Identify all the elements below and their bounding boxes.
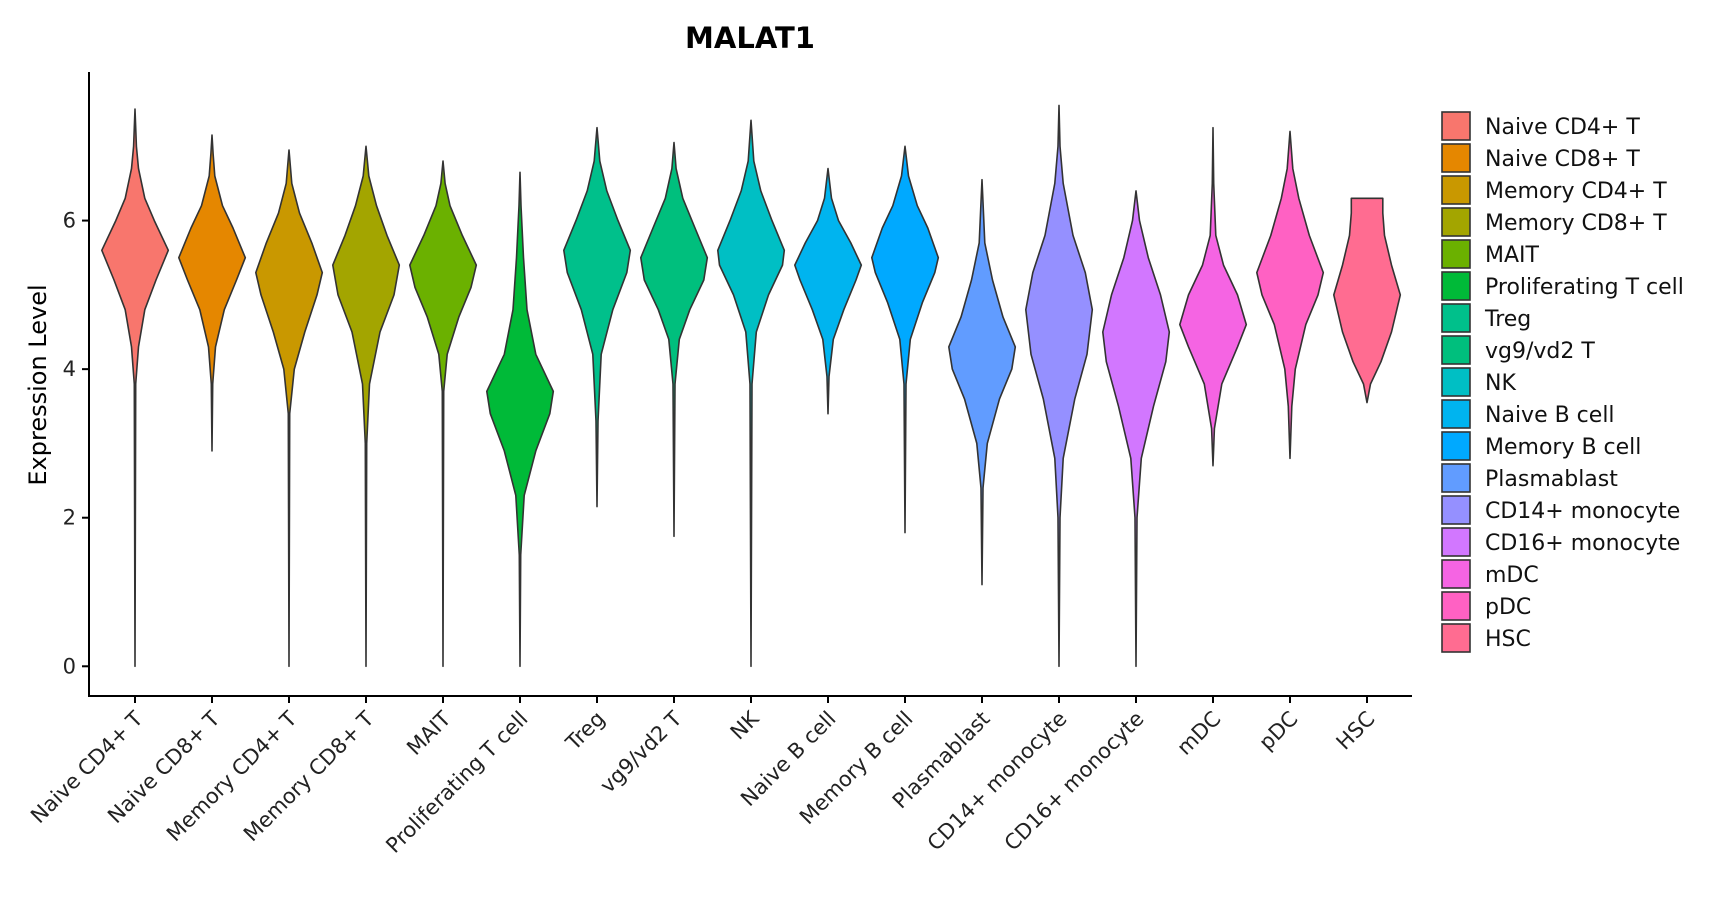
violin-nk bbox=[717, 119, 786, 668]
legend-key-treg bbox=[1441, 303, 1471, 333]
legend-label-cd16-monocyte: CD16+ monocyte bbox=[1485, 531, 1680, 556]
legend-label-mdc: mDC bbox=[1485, 563, 1539, 588]
legend-key-hsc bbox=[1441, 623, 1471, 653]
legend-label-naive-cd4-t: Naive CD4+ T bbox=[1485, 115, 1640, 140]
y-tick-label-2: 2 bbox=[63, 506, 76, 530]
legend-key-plasmablast bbox=[1441, 463, 1471, 493]
x-tick-label-vg9-vd2-t: vg9/vd2 T bbox=[595, 706, 686, 797]
legend-key-pdc bbox=[1441, 591, 1471, 621]
legend-label-proliferating-t-cell: Proliferating T cell bbox=[1485, 275, 1684, 300]
legend-key-naive-b-cell bbox=[1441, 399, 1471, 429]
legend-label-memory-cd4-t: Memory CD4+ T bbox=[1485, 179, 1667, 204]
y-tick-label-4: 4 bbox=[63, 357, 76, 381]
violin-mait bbox=[409, 160, 478, 668]
legend-key-vg9-vd2-t bbox=[1441, 335, 1471, 365]
legend-key-mait bbox=[1441, 239, 1471, 269]
x-tick-label-memory-cd4-t: Memory CD4+ T bbox=[162, 706, 302, 846]
violin-pdc bbox=[1256, 130, 1325, 460]
x-tick-label-pdc: pDC bbox=[1254, 707, 1302, 755]
violin-naive-b-cell bbox=[794, 167, 863, 415]
legend-label-memory-cd8-t: Memory CD8+ T bbox=[1485, 211, 1667, 236]
violins-group bbox=[101, 104, 1402, 668]
violin-treg bbox=[563, 126, 632, 508]
y-tick-label-0: 0 bbox=[63, 654, 76, 678]
legend-key-cd16-monocyte bbox=[1441, 527, 1471, 557]
x-tick-label-memory-cd8-t: Memory CD8+ T bbox=[239, 706, 379, 846]
legend-label-mait: MAIT bbox=[1485, 243, 1540, 268]
x-tick-label-cd14-monocyte: CD14+ monocyte bbox=[923, 707, 1072, 856]
legend-key-proliferating-t-cell bbox=[1441, 271, 1471, 301]
legend-label-hsc: HSC bbox=[1485, 627, 1531, 652]
legend-label-naive-b-cell: Naive B cell bbox=[1485, 403, 1615, 428]
x-tick-label-proliferating-t-cell: Proliferating T cell bbox=[381, 707, 532, 858]
legend-label-nk: NK bbox=[1485, 371, 1516, 396]
x-tick-label-treg: Treg bbox=[561, 707, 610, 756]
legend-key-nk bbox=[1441, 367, 1471, 397]
legend-label-vg9-vd2-t: vg9/vd2 T bbox=[1485, 339, 1595, 364]
violin-hsc bbox=[1333, 197, 1402, 404]
violin-cd16-monocyte bbox=[1102, 190, 1171, 668]
x-tick-label-hsc: HSC bbox=[1332, 707, 1380, 755]
legend-label-memory-b-cell: Memory B cell bbox=[1485, 435, 1641, 460]
legend-label-plasmablast: Plasmablast bbox=[1485, 467, 1618, 492]
violin-proliferating-t-cell bbox=[486, 171, 555, 668]
legend-label-naive-cd8-t: Naive CD8+ T bbox=[1485, 147, 1640, 172]
x-tick-label-mdc: mDC bbox=[1172, 707, 1225, 760]
chart-title: MALAT1 bbox=[685, 21, 815, 55]
y-tick-label-6: 6 bbox=[63, 209, 76, 233]
legend-key-cd14-monocyte bbox=[1441, 495, 1471, 525]
legend-label-cd14-monocyte: CD14+ monocyte bbox=[1485, 499, 1680, 524]
violin-naive-cd4-t bbox=[101, 108, 170, 668]
violin-cd14-monocyte bbox=[1025, 104, 1094, 668]
legend: Naive CD4+ T Naive CD8+ T Memory CD4+ T Mem… bbox=[1441, 111, 1684, 653]
x-tick-label-nk: NK bbox=[726, 706, 765, 745]
violin-memory-b-cell bbox=[871, 145, 940, 534]
y-axis-title: Expression Level bbox=[24, 284, 52, 485]
y-ticks-group: 0 2 4 6 bbox=[63, 209, 89, 678]
violin-naive-cd8-t bbox=[178, 134, 247, 452]
legend-key-memory-cd8-t bbox=[1441, 207, 1471, 237]
x-tick-label-mait: MAIT bbox=[402, 706, 456, 760]
legend-key-mdc bbox=[1441, 559, 1471, 589]
violin-memory-cd8-t bbox=[332, 145, 401, 668]
legend-label-treg: Treg bbox=[1484, 307, 1531, 332]
violin-memory-cd4-t bbox=[255, 149, 324, 668]
legend-key-memory-b-cell bbox=[1441, 431, 1471, 461]
violin-plasmablast bbox=[948, 178, 1017, 586]
legend-key-naive-cd4-t bbox=[1441, 111, 1471, 141]
legend-key-memory-cd4-t bbox=[1441, 175, 1471, 205]
legend-label-pdc: pDC bbox=[1485, 595, 1531, 620]
violin-vg9-vd2-t bbox=[640, 141, 709, 538]
violin-mdc bbox=[1179, 126, 1248, 467]
x-tick-label-cd16-monocyte: CD16+ monocyte bbox=[1000, 707, 1149, 856]
legend-key-naive-cd8-t bbox=[1441, 143, 1471, 173]
